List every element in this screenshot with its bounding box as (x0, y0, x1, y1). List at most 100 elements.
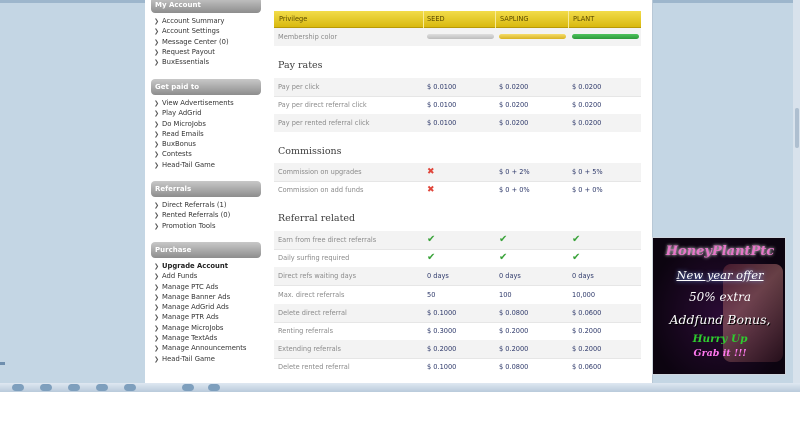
sidebar-item-read-emails[interactable]: ❯ Read Emails (154, 129, 260, 139)
table-row (274, 78, 641, 96)
plant-value: $ 0.0200 (572, 101, 602, 109)
plant-value: $ 0.0200 (572, 83, 602, 91)
sidebar-item-upgrade-account[interactable]: ❯ Upgrade Account (154, 261, 260, 271)
check-icon: ✔ (572, 252, 581, 263)
row-label: Delete direct referral (278, 309, 347, 317)
sidebar-item-manage-microjobs[interactable]: ❯ Manage MicroJobs (154, 323, 260, 333)
chevron-right-icon: ❯ (154, 161, 160, 169)
sidebar-item-view-advertisements[interactable]: ❯ View Advertisements (154, 98, 260, 108)
sidebar-item-play-adgrid[interactable]: ❯ Play AdGrid (154, 108, 260, 118)
plant-value: $ 0.2000 (572, 345, 602, 353)
sapling-value: 100 (499, 291, 512, 299)
row-divider (274, 181, 641, 182)
header-sapling: SAPLING (500, 15, 529, 23)
seed-value: $ 0.1000 (427, 363, 457, 371)
sidebar-item-head-tail-game[interactable]: ❯ Head-Tail Game (154, 160, 260, 170)
sidebar-item-do-microjobs[interactable]: ❯ Do MicroJobs (154, 119, 260, 129)
chevron-right-icon: ❯ (154, 345, 160, 353)
chevron-right-icon: ❯ (154, 28, 160, 36)
row-label: Earn from free direct referrals (278, 236, 377, 244)
sidebar-item-direct-referrals[interactable]: ❯ Direct Referrals (1) (154, 200, 260, 210)
table-row (274, 231, 641, 249)
chevron-right-icon: ❯ (154, 141, 160, 149)
sidebar-item-rented-referrals[interactable]: ❯ Rented Referrals (0) (154, 210, 260, 220)
check-icon: ✔ (499, 234, 508, 245)
sidebar-item-manage-banner-ads[interactable]: ❯ Manage Banner Ads (154, 292, 260, 302)
left-edge-marker (0, 362, 5, 365)
table-row (274, 114, 641, 132)
sidebar-item-manage-textads[interactable]: ❯ Manage TextAds (154, 333, 260, 343)
chevron-right-icon: ❯ (154, 38, 160, 46)
taskbar-icon[interactable] (12, 384, 24, 391)
ad-hurry: Hurry Up (692, 333, 748, 345)
row-label: Max. direct referrals (278, 291, 345, 299)
row-label: Commission on upgrades (278, 168, 362, 176)
section-title-commissions: Commissions (278, 146, 342, 157)
taskbar-icon[interactable] (96, 384, 108, 391)
sidebar-item-add-funds[interactable]: ❯ Add Funds (154, 271, 260, 281)
seed-value: $ 0.2000 (427, 345, 457, 353)
chevron-right-icon: ❯ (154, 130, 160, 138)
sapling-value: $ 0.0200 (499, 83, 529, 91)
row-label: Extending referrals (278, 345, 341, 353)
sidebar-header-my-account: My Account (151, 0, 261, 13)
chevron-right-icon: ❯ (154, 293, 160, 301)
header-divider (495, 11, 496, 28)
window-scrollbar[interactable] (793, 0, 800, 385)
chevron-right-icon: ❯ (154, 212, 160, 220)
seed-value: $ 0.3000 (427, 327, 457, 335)
taskbar-icon[interactable] (68, 384, 80, 391)
plant-color-bar (572, 34, 639, 39)
taskbar-icon[interactable] (40, 384, 52, 391)
chevron-right-icon: ❯ (154, 120, 160, 128)
sidebar-item-account-summary[interactable]: ❯ Account Summary (154, 16, 260, 26)
label-membership-color: Membership color (278, 33, 338, 41)
sidebar-item-manage-announcements[interactable]: ❯ Manage Announcements (154, 343, 260, 353)
sidebar-item-promotion-tools[interactable]: ❯ Promotion Tools (154, 221, 260, 231)
sidebar-item-manage-ptr-ads[interactable]: ❯ Manage PTR Ads (154, 312, 260, 322)
chevron-right-icon: ❯ (154, 324, 160, 332)
chevron-right-icon: ❯ (154, 100, 160, 107)
plant-value: $ 0.0600 (572, 309, 602, 317)
sapling-value: $ 0.0200 (499, 119, 529, 127)
sidebar-item-request-payout[interactable]: ❯ Request Payout (154, 47, 260, 57)
header-divider (568, 11, 569, 28)
header-plant: PLANT (573, 15, 595, 23)
chevron-right-icon: ❯ (154, 314, 160, 322)
taskbar-icon[interactable] (124, 384, 136, 391)
seed-value: 0 days (427, 272, 449, 280)
sapling-value: $ 0.2000 (499, 345, 529, 353)
sidebar-item-manage-adgrid-ads[interactable]: ❯ Manage AdGrid Ads (154, 302, 260, 312)
chevron-right-icon: ❯ (154, 202, 160, 209)
chevron-right-icon: ❯ (154, 283, 160, 291)
ad-banner[interactable]: HoneyPlantPtc New year offer 50% extra A… (652, 237, 786, 375)
sidebar-list-get-paid-to: ❯ View Advertisements ❯ Play AdGrid ❯ Do Mi… (154, 98, 260, 170)
seed-value: $ 0.0100 (427, 83, 457, 91)
sapling-value: $ 0.0800 (499, 309, 529, 317)
taskbar-icon[interactable] (182, 384, 194, 391)
sidebar-item-manage-ptc-ads[interactable]: ❯ Manage PTC Ads (154, 282, 260, 292)
plant-value: 10,000 (572, 291, 596, 299)
ad-photo (723, 264, 783, 362)
sidebar-item-account-settings[interactable]: ❯ Account Settings (154, 26, 260, 36)
chevron-right-icon: ❯ (154, 304, 160, 312)
sidebar-item-buxessentials[interactable]: ❯ BuxEssentials (154, 57, 260, 67)
sidebar-list-my-account: ❯ Account Summary ❯ Account Settings ❯ Mess… (154, 16, 260, 67)
sidebar-list-referrals: ❯ Direct Referrals (1) ❯ Rented Referrals … (154, 200, 260, 231)
chevron-right-icon: ❯ (154, 222, 160, 230)
row-label: Pay per direct referral click (278, 101, 367, 109)
taskbar-icon[interactable] (208, 384, 220, 391)
ad-offer: 50% extra (688, 290, 752, 304)
check-icon: ✔ (499, 252, 508, 263)
sidebar-item-contests[interactable]: ❯ Contests (154, 149, 260, 159)
plant-value: $ 0 + 0% (572, 186, 603, 194)
sidebar-header-get-paid-to: Get paid to (151, 79, 261, 95)
scrollbar-thumb[interactable] (795, 108, 799, 148)
ad-cta: Grab it !!! (693, 348, 747, 359)
row-label: Renting referrals (278, 327, 334, 335)
sidebar-item-head-tail-game-purchase[interactable]: ❯ Head-Tail Game (154, 354, 260, 364)
sidebar-item-message-center[interactable]: ❯ Message Center (0) (154, 37, 260, 47)
header-divider (423, 11, 424, 28)
sapling-value: $ 0.0800 (499, 363, 529, 371)
sidebar-item-buxbonus[interactable]: ❯ BuxBonus (154, 139, 260, 149)
